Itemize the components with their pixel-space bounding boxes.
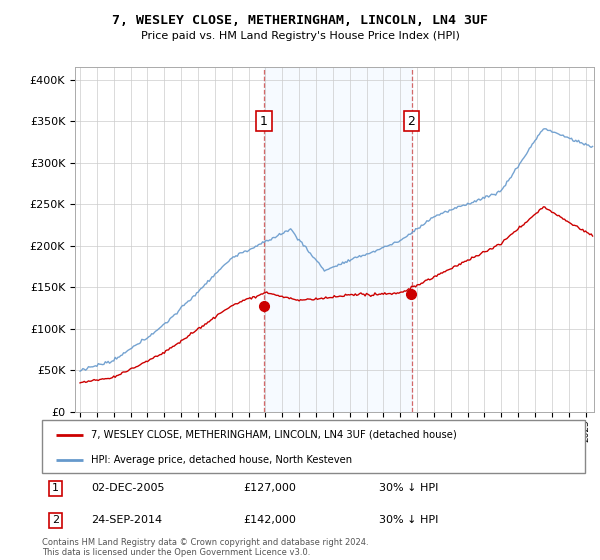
Text: £127,000: £127,000 [243, 483, 296, 493]
Text: 02-DEC-2005: 02-DEC-2005 [91, 483, 164, 493]
Text: 30% ↓ HPI: 30% ↓ HPI [379, 515, 438, 525]
Text: 2: 2 [52, 515, 59, 525]
Text: 1: 1 [52, 483, 59, 493]
Text: 7, WESLEY CLOSE, METHERINGHAM, LINCOLN, LN4 3UF: 7, WESLEY CLOSE, METHERINGHAM, LINCOLN, … [112, 14, 488, 27]
Text: £142,000: £142,000 [243, 515, 296, 525]
Text: 1: 1 [260, 115, 268, 128]
Text: 2: 2 [407, 115, 415, 128]
Text: HPI: Average price, detached house, North Kesteven: HPI: Average price, detached house, Nort… [91, 455, 352, 465]
Bar [264, 67, 412, 412]
Text: 7, WESLEY CLOSE, METHERINGHAM, LINCOLN, LN4 3UF (detached house): 7, WESLEY CLOSE, METHERINGHAM, LINCOLN, … [91, 430, 457, 440]
Text: Contains HM Land Registry data © Crown copyright and database right 2024.
This d: Contains HM Land Registry data © Crown c… [42, 538, 368, 557]
Text: 24-SEP-2014: 24-SEP-2014 [91, 515, 162, 525]
Text: 30% ↓ HPI: 30% ↓ HPI [379, 483, 438, 493]
Text: Price paid vs. HM Land Registry's House Price Index (HPI): Price paid vs. HM Land Registry's House … [140, 31, 460, 41]
FancyBboxPatch shape [42, 420, 585, 473]
